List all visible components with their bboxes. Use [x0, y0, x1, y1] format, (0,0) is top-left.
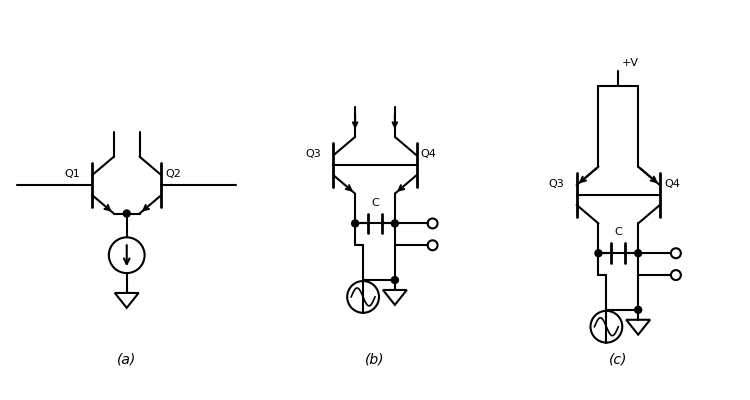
- Circle shape: [392, 276, 398, 284]
- Circle shape: [392, 220, 398, 227]
- Text: Q3: Q3: [549, 179, 565, 189]
- Circle shape: [595, 250, 602, 257]
- Text: (b): (b): [365, 353, 385, 367]
- Text: (c): (c): [609, 353, 628, 367]
- Circle shape: [352, 220, 358, 227]
- Text: (a): (a): [117, 353, 136, 367]
- Text: C: C: [614, 227, 622, 237]
- Text: Q2: Q2: [166, 169, 182, 179]
- Text: +V: +V: [622, 58, 639, 68]
- Circle shape: [123, 210, 130, 217]
- Text: Q4: Q4: [421, 149, 436, 159]
- Text: Q4: Q4: [664, 179, 680, 189]
- Circle shape: [634, 250, 642, 257]
- Circle shape: [634, 306, 642, 313]
- Text: Q3: Q3: [305, 149, 321, 159]
- Text: Q1: Q1: [64, 169, 80, 179]
- Text: C: C: [371, 198, 379, 208]
